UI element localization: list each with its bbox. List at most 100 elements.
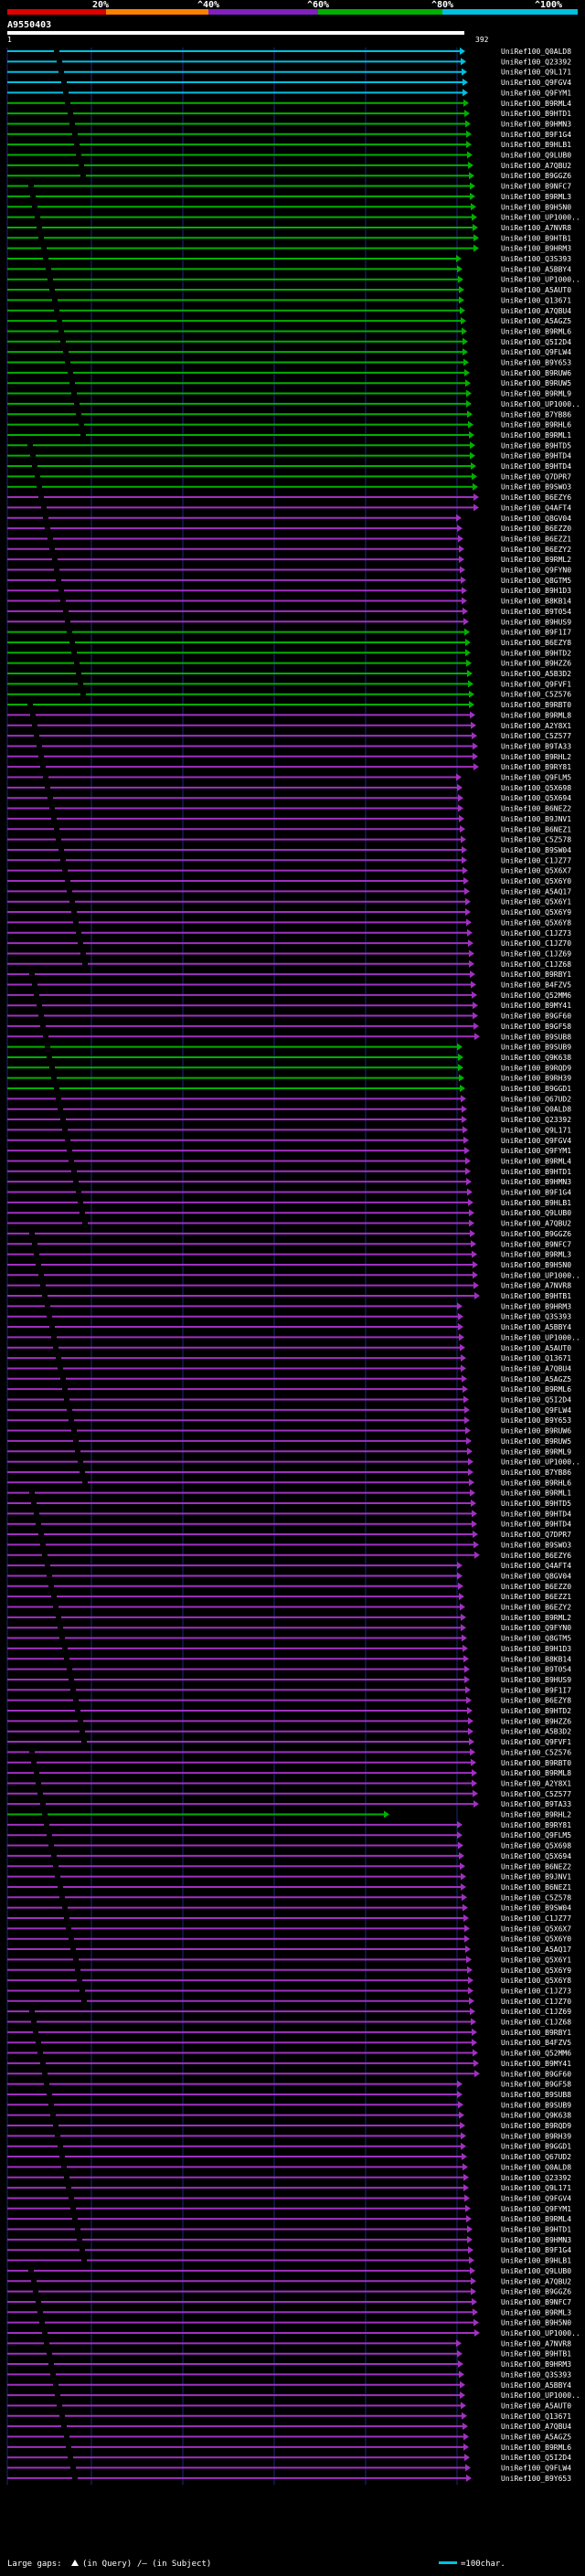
hit-label[interactable]: UniRef100_Q9FVF1 bbox=[501, 680, 571, 688]
hit-label[interactable]: UniRef100_Q5I2D4 bbox=[501, 338, 571, 346]
hit-row[interactable]: UniRef100_Q13671 bbox=[7, 296, 571, 304]
hit-label[interactable]: UniRef100_B9Y653 bbox=[501, 359, 571, 367]
hit-label[interactable]: UniRef100_Q9FGV4 bbox=[501, 79, 571, 87]
hit-row[interactable]: UniRef100_Q0ALD8 bbox=[7, 1105, 571, 1114]
hit-row[interactable]: UniRef100_B9HTD4 bbox=[7, 1510, 571, 1518]
hit-label[interactable]: UniRef100_B9RBY1 bbox=[501, 2029, 571, 2037]
hit-row[interactable]: UniRef100_B9NFC7 bbox=[7, 2297, 571, 2306]
hit-label[interactable]: UniRef100_UP1000.. bbox=[501, 2329, 580, 2337]
hit-row[interactable]: UniRef100_B9GGD1 bbox=[7, 2142, 571, 2151]
hit-row[interactable]: UniRef100_B7YB86 bbox=[7, 410, 571, 419]
hit-label[interactable]: UniRef100_Q52MM6 bbox=[501, 2050, 571, 2058]
hit-label[interactable]: UniRef100_B9RML3 bbox=[501, 2308, 571, 2316]
hit-label[interactable]: UniRef100_B9HLB1 bbox=[501, 2257, 571, 2265]
hit-label[interactable]: UniRef100_B9RML6 bbox=[501, 327, 571, 335]
hit-row[interactable]: UniRef100_A5AGZ5 bbox=[7, 317, 571, 325]
hit-row[interactable]: UniRef100_B6EZY8 bbox=[7, 638, 571, 647]
hit-row[interactable]: UniRef100_Q9K638 bbox=[7, 1053, 571, 1062]
hit-row[interactable]: UniRef100_Q5X6Y8 bbox=[7, 1977, 571, 1985]
hit-row[interactable]: UniRef100_Q13671 bbox=[7, 1354, 571, 1362]
hit-row[interactable]: UniRef100_B9JNV1 bbox=[7, 814, 571, 823]
hit-row[interactable]: UniRef100_UP1000.. bbox=[7, 2391, 580, 2400]
hit-label[interactable]: UniRef100_B9NFC7 bbox=[501, 2298, 571, 2306]
hit-label[interactable]: UniRef100_A7QBU4 bbox=[501, 2422, 571, 2431]
hit-row[interactable]: UniRef100_A5AUT0 bbox=[7, 1343, 571, 1352]
hit-label[interactable]: UniRef100_B9H1D3 bbox=[501, 1645, 571, 1653]
hit-label[interactable]: UniRef100_B9GF58 bbox=[501, 1023, 571, 1031]
hit-label[interactable]: UniRef100_B6NEZ2 bbox=[501, 1862, 571, 1871]
hit-label[interactable]: UniRef100_B9F1I7 bbox=[501, 1686, 571, 1694]
hit-row[interactable]: UniRef100_B9RML9 bbox=[7, 1447, 571, 1456]
hit-row[interactable]: UniRef100_Q5I2D4 bbox=[7, 2454, 571, 2462]
hit-row[interactable]: UniRef100_B9HZZ6 bbox=[7, 659, 571, 668]
hit-row[interactable]: UniRef100_B9RML4 bbox=[7, 99, 571, 108]
hit-label[interactable]: UniRef100_B9HTB1 bbox=[501, 234, 571, 242]
hit-row[interactable]: UniRef100_B9SW04 bbox=[7, 845, 571, 854]
hit-row[interactable]: UniRef100_B9HLB1 bbox=[7, 141, 571, 149]
hit-row[interactable]: UniRef100_C5Z576 bbox=[7, 1748, 571, 1756]
hit-row[interactable]: UniRef100_B9RML4 bbox=[7, 1157, 571, 1165]
hit-label[interactable]: UniRef100_Q5X6X7 bbox=[501, 1924, 571, 1933]
hit-row[interactable]: UniRef100_Q5X6Y9 bbox=[7, 908, 571, 917]
hit-label[interactable]: UniRef100_B9RY81 bbox=[501, 1821, 571, 1829]
hit-label[interactable]: UniRef100_Q9FLM5 bbox=[501, 774, 571, 782]
hit-row[interactable]: UniRef100_B6EZY2 bbox=[7, 1603, 571, 1612]
hit-row[interactable]: UniRef100_Q5X6Y8 bbox=[7, 918, 571, 927]
hit-row[interactable]: UniRef100_A5AGZ5 bbox=[7, 2433, 571, 2442]
hit-label[interactable]: UniRef100_B9RHL2 bbox=[501, 1811, 571, 1819]
hit-row[interactable]: UniRef100_B9HLB1 bbox=[7, 2256, 571, 2265]
hit-label[interactable]: UniRef100_B9HTD4 bbox=[501, 452, 571, 461]
hit-row[interactable]: UniRef100_Q3S393 bbox=[7, 255, 571, 263]
hit-label[interactable]: UniRef100_B9RML2 bbox=[501, 556, 571, 564]
hit-label[interactable]: UniRef100_A5BBY4 bbox=[501, 265, 571, 273]
hit-label[interactable]: UniRef100_B9H5N0 bbox=[501, 2319, 571, 2327]
hit-label[interactable]: UniRef100_Q8GTM5 bbox=[501, 577, 571, 585]
hit-row[interactable]: UniRef100_B9RBT0 bbox=[7, 701, 571, 709]
hit-label[interactable]: UniRef100_B9RH39 bbox=[501, 1075, 571, 1083]
hit-label[interactable]: UniRef100_A5AGZ5 bbox=[501, 317, 571, 325]
hit-row[interactable]: UniRef100_B9GGD1 bbox=[7, 1085, 571, 1093]
hit-label[interactable]: UniRef100_Q5X6Y9 bbox=[501, 908, 571, 917]
hit-label[interactable]: UniRef100_Q9FGV4 bbox=[501, 2194, 571, 2202]
hit-row[interactable]: UniRef100_B9T054 bbox=[7, 1665, 571, 1674]
hit-label[interactable]: UniRef100_B9GGZ6 bbox=[501, 1230, 571, 1238]
hit-row[interactable]: UniRef100_B9Y653 bbox=[7, 2474, 571, 2483]
hit-row[interactable]: UniRef100_B6EZY6 bbox=[7, 493, 571, 502]
hit-row[interactable]: UniRef100_A7QBU4 bbox=[7, 2422, 571, 2431]
hit-label[interactable]: UniRef100_B9HTD1 bbox=[501, 1168, 571, 1176]
hit-row[interactable]: UniRef100_B9RUW5 bbox=[7, 379, 571, 387]
hit-label[interactable]: UniRef100_B9TA33 bbox=[501, 742, 571, 750]
hit-label[interactable]: UniRef100_C1JZ70 bbox=[501, 1998, 571, 2006]
hit-row[interactable]: UniRef100_Q23392 bbox=[7, 1116, 571, 1124]
hit-row[interactable]: UniRef100_UP1000.. bbox=[7, 399, 580, 408]
hit-row[interactable]: UniRef100_B6NEZ1 bbox=[7, 1882, 571, 1892]
hit-label[interactable]: UniRef100_B9RHL2 bbox=[501, 753, 571, 761]
hit-label[interactable]: UniRef100_B9SUB9 bbox=[501, 2101, 571, 2109]
hit-label[interactable]: UniRef100_Q9FLW4 bbox=[501, 1406, 571, 1415]
hit-row[interactable]: UniRef100_Q9L171 bbox=[7, 68, 571, 77]
hit-row[interactable]: UniRef100_Q5X6Y0 bbox=[7, 877, 571, 885]
hit-row[interactable]: UniRef100_Q5X694 bbox=[7, 794, 571, 802]
hit-row[interactable]: UniRef100_B9SWO3 bbox=[7, 482, 571, 492]
hit-row[interactable]: UniRef100_B9SUB8 bbox=[7, 1033, 571, 1041]
hit-row[interactable]: UniRef100_B9MY41 bbox=[7, 2059, 571, 2068]
hit-label[interactable]: UniRef100_Q67UD2 bbox=[501, 1095, 571, 1103]
hit-label[interactable]: UniRef100_B9T054 bbox=[501, 1666, 571, 1674]
hit-label[interactable]: UniRef100_UP1000.. bbox=[501, 276, 580, 284]
hit-label[interactable]: UniRef100_UP1000.. bbox=[501, 1458, 580, 1467]
hit-label[interactable]: UniRef100_B9RUW5 bbox=[501, 379, 571, 387]
hit-row[interactable]: UniRef100_Q5X6Y1 bbox=[7, 897, 571, 906]
hit-row[interactable]: UniRef100_Q67UD2 bbox=[7, 2153, 571, 2161]
hit-label[interactable]: UniRef100_B9SW04 bbox=[501, 846, 571, 854]
hit-label[interactable]: UniRef100_B9RML4 bbox=[501, 2215, 571, 2223]
hit-label[interactable]: UniRef100_B9GGZ6 bbox=[501, 2288, 571, 2296]
hit-label[interactable]: UniRef100_B9RML9 bbox=[501, 390, 571, 398]
hit-row[interactable]: UniRef100_Q9FLW4 bbox=[7, 2464, 571, 2473]
hit-label[interactable]: UniRef100_B9HMN3 bbox=[501, 120, 571, 128]
hit-row[interactable]: UniRef100_C1JZ69 bbox=[7, 949, 571, 958]
hit-row[interactable]: UniRef100_B9NFC7 bbox=[7, 182, 571, 191]
hit-label[interactable]: UniRef100_Q3S393 bbox=[501, 1313, 571, 1321]
hit-row[interactable]: UniRef100_Q9FLW4 bbox=[7, 1405, 571, 1415]
hit-label[interactable]: UniRef100_A7QBU4 bbox=[501, 1364, 571, 1373]
hit-row[interactable]: UniRef100_C1JZ69 bbox=[7, 2008, 571, 2016]
